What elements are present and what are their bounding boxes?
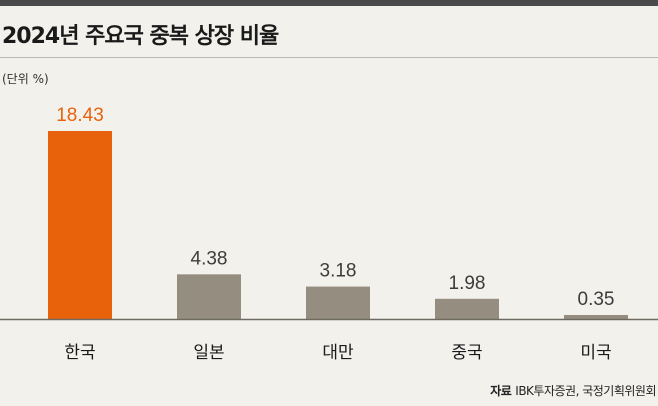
category-label-4: 중국 — [451, 343, 482, 363]
value-label-2: 4.38 — [191, 248, 228, 269]
bar-2 — [177, 274, 241, 319]
bar-5 — [564, 315, 628, 319]
unit-label: (단위 %) — [2, 72, 49, 86]
header-divider — [0, 57, 658, 58]
bar-1 — [48, 131, 112, 319]
top-rule — [0, 0, 658, 6]
bar-3 — [306, 286, 370, 319]
bar-4 — [435, 298, 499, 319]
category-label-3: 대만 — [322, 343, 354, 363]
source-note: 자료 IBK투자증권, 국정기획위원회 — [490, 382, 656, 399]
value-label-1: 18.43 — [56, 105, 104, 126]
category-label-1: 한국 — [64, 343, 95, 363]
source-text: IBK투자증권, 국정기획위원회 — [515, 384, 656, 398]
category-label-2: 일본 — [193, 343, 224, 363]
value-label-5: 0.35 — [578, 289, 615, 310]
source-lead: 자료 — [490, 384, 512, 398]
chart-title: 2024년 주요국 중복 상장 비율 — [2, 24, 279, 49]
category-label-5: 미국 — [580, 343, 611, 363]
value-label-4: 1.98 — [449, 273, 486, 294]
value-label-3: 3.18 — [320, 261, 357, 282]
